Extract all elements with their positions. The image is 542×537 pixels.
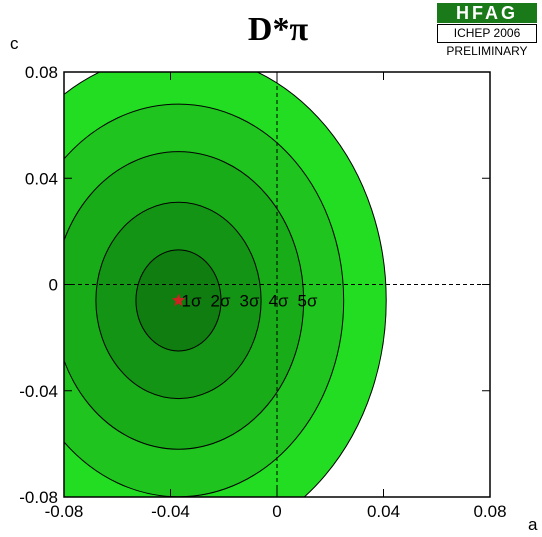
y-axis-label: c xyxy=(10,34,19,53)
x-tick-label: 0 xyxy=(272,502,281,521)
sigma-label: 1σ xyxy=(181,291,201,310)
sigma-label: 4σ xyxy=(268,291,288,310)
y-tick-label: -0.08 xyxy=(19,488,58,507)
logo-status: PRELIMINARY xyxy=(446,44,528,58)
sigma-label: 5σ xyxy=(297,291,317,310)
central-value-marker xyxy=(171,293,186,307)
y-tick-label: 0 xyxy=(49,276,58,295)
sigma-label: 3σ xyxy=(239,291,259,310)
hfag-logo: HFAG ICHEP 2006 PRELIMINARY xyxy=(437,3,539,60)
sigma-label: 2σ xyxy=(210,291,230,310)
x-tick-label: -0.08 xyxy=(45,502,84,521)
y-tick-label: 0.08 xyxy=(25,63,58,82)
y-tick-label: 0.04 xyxy=(25,169,58,188)
central-value-star xyxy=(171,293,186,307)
logo-name: HFAG xyxy=(437,3,537,23)
x-axis-label: a xyxy=(528,515,538,534)
axes: -0.08 -0.04 0 0.04 0.08 -0.08 -0.04 0 0.04 0.08 xyxy=(19,63,506,521)
chart-title: D*π xyxy=(248,11,309,48)
x-tick-label: 0.04 xyxy=(367,502,400,521)
logo-conference: ICHEP 2006 xyxy=(437,24,537,43)
contour-regions xyxy=(64,72,387,497)
x-tick-label: 0.08 xyxy=(473,502,506,521)
x-tick-label: -0.04 xyxy=(151,502,190,521)
sigma-labels: 1σ 2σ 3σ 4σ 5σ xyxy=(181,291,317,310)
y-tick-label: -0.04 xyxy=(19,382,58,401)
reference-lines xyxy=(64,72,490,497)
